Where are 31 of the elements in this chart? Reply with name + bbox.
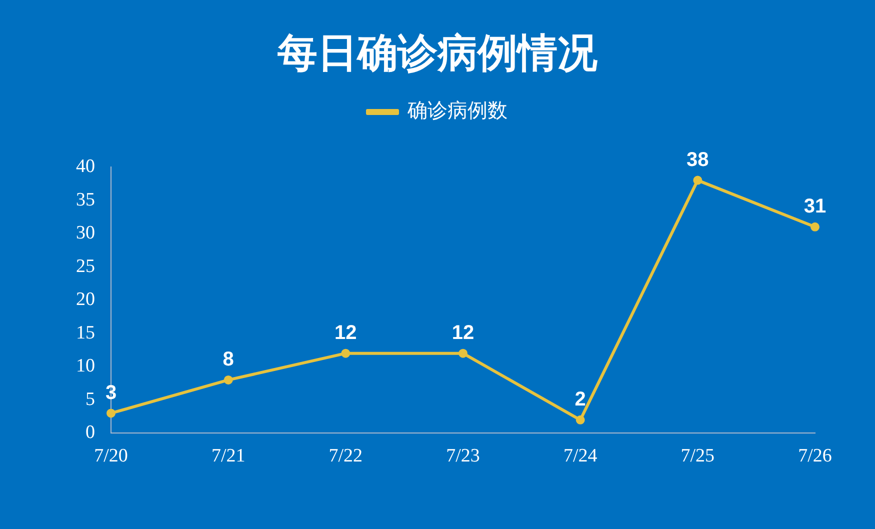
point xyxy=(458,348,468,358)
x-tick-label: 7/23 xyxy=(446,446,480,467)
data-label: 2 xyxy=(574,388,586,410)
data-label: 38 xyxy=(686,148,709,171)
y-tick-label: 5 xyxy=(86,388,95,410)
x-tick-label: 7/26 xyxy=(798,446,832,467)
y-tick-label: 10 xyxy=(76,356,95,377)
data-label: 8 xyxy=(222,348,234,370)
y-tick-label: 15 xyxy=(76,322,95,344)
data-label: 12 xyxy=(334,322,357,344)
point xyxy=(576,415,585,424)
data-label: 12 xyxy=(452,322,474,344)
y-tick-label: 25 xyxy=(76,256,95,277)
y-tick-label: 40 xyxy=(76,156,95,177)
y-tick-label: 35 xyxy=(76,189,95,210)
y-tick-label: 30 xyxy=(76,222,95,244)
chart-title: 每日确诊病例情况 xyxy=(276,30,598,76)
x-tick-label: 7/25 xyxy=(680,446,715,467)
y-tick-label: 20 xyxy=(76,289,95,310)
legend-label: 确诊病例数 xyxy=(406,98,508,122)
point xyxy=(224,375,233,384)
point xyxy=(810,222,820,232)
y-tick-label: 0 xyxy=(86,422,95,444)
point xyxy=(106,408,116,418)
x-tick-label: 7/22 xyxy=(328,446,363,467)
x-tick-label: 7/24 xyxy=(563,446,598,467)
x-tick-label: 7/20 xyxy=(94,446,128,467)
point xyxy=(693,176,702,185)
x-tick-label: 7/21 xyxy=(211,446,246,467)
data-label: 31 xyxy=(804,195,826,218)
point xyxy=(341,348,350,358)
